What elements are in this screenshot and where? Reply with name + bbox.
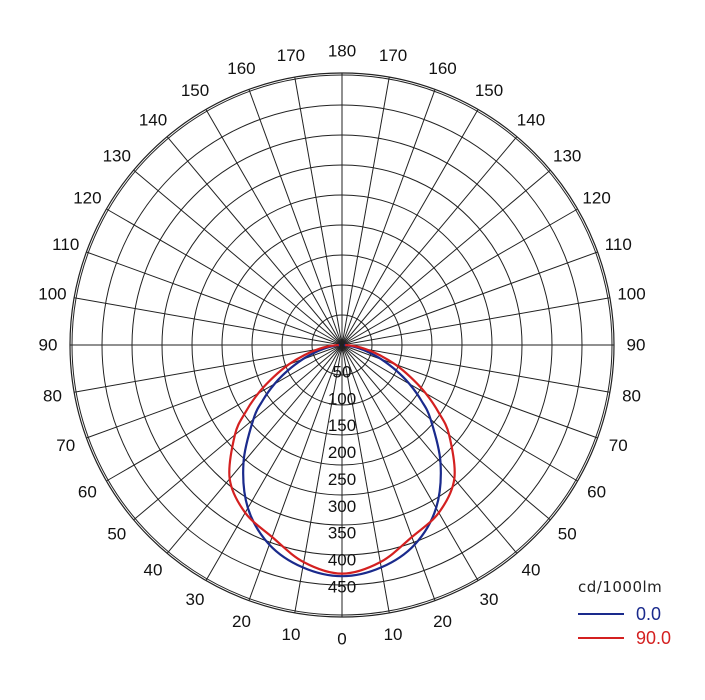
angle-tick-label: 110 <box>605 235 632 254</box>
angle-tick-label: 60 <box>78 483 97 502</box>
grid-spoke <box>341 344 610 393</box>
angle-tick-label: 150 <box>475 81 503 100</box>
angle-tick-label: 120 <box>582 189 610 208</box>
grid-spoke <box>106 344 343 482</box>
legend-label-90: 90.0 <box>636 627 672 648</box>
grid-spoke <box>294 77 343 346</box>
grid-spoke <box>341 297 610 346</box>
grid-spoke <box>341 344 479 581</box>
grid-spoke <box>74 344 343 393</box>
angle-tick-label: 10 <box>384 625 403 644</box>
angle-tick-label: 130 <box>103 147 131 166</box>
angle-tick-label: 150 <box>181 81 209 100</box>
angle-tick-label: 100 <box>38 284 66 303</box>
grid-spoke <box>86 251 343 346</box>
grid-spoke <box>341 344 436 601</box>
grid-spoke <box>341 208 578 346</box>
grid-spoke <box>248 344 343 601</box>
grid-spoke <box>341 136 518 346</box>
angle-tick-label: 40 <box>522 561 541 580</box>
legend-unit: cd/1000lm <box>578 578 663 596</box>
angle-tick-label: 70 <box>609 436 628 455</box>
grid-spoke <box>106 208 343 346</box>
legend: cd/1000lm 0.0 90.0 <box>578 578 698 650</box>
intensity-curves <box>228 343 456 578</box>
grid-spoke <box>205 344 343 581</box>
angle-labels: 1801701601501401301201101009080706050403… <box>38 42 645 649</box>
grid-spoke <box>341 169 551 346</box>
radial-tick-label: 100 <box>328 389 356 408</box>
series-curve-0.0 <box>242 343 442 578</box>
polar-grid <box>69 72 615 618</box>
grid-spoke <box>248 89 343 346</box>
grid-spoke <box>341 344 578 482</box>
radial-tick-label: 350 <box>328 524 356 543</box>
angle-tick-label: 110 <box>52 235 79 254</box>
angle-tick-label: 40 <box>144 561 163 580</box>
angle-tick-label: 10 <box>281 625 300 644</box>
grid-spoke <box>133 169 343 346</box>
angle-tick-label: 0 <box>337 630 346 649</box>
grid-spoke <box>341 344 518 554</box>
grid-spoke <box>166 136 343 346</box>
angle-tick-label: 100 <box>617 284 645 303</box>
angle-tick-label: 120 <box>73 189 101 208</box>
angle-tick-label: 160 <box>227 59 255 78</box>
angle-tick-label: 130 <box>553 147 581 166</box>
angle-tick-label: 90 <box>39 336 58 355</box>
grid-spoke <box>341 77 390 346</box>
angle-tick-label: 140 <box>139 110 167 129</box>
radial-tick-label: 400 <box>328 551 356 570</box>
angle-tick-label: 80 <box>43 387 62 406</box>
angle-tick-label: 170 <box>277 46 305 65</box>
angle-tick-label: 30 <box>480 590 499 609</box>
radial-tick-label: 250 <box>328 470 356 489</box>
angle-tick-label: 80 <box>622 387 641 406</box>
legend-item-0: 0.0 <box>578 602 698 626</box>
angle-tick-label: 140 <box>517 110 545 129</box>
radial-tick-label: 200 <box>328 443 356 462</box>
legend-swatch-90 <box>578 637 624 639</box>
radial-tick-label: 300 <box>328 497 356 516</box>
legend-swatch-0 <box>578 613 624 615</box>
grid-spoke <box>341 251 598 346</box>
grid-spoke <box>166 344 343 554</box>
radial-tick-labels: 50 100 150 200 250 300 350 400 450 <box>328 362 356 596</box>
angle-tick-label: 20 <box>433 612 452 631</box>
grid-spoke <box>133 344 343 521</box>
radial-tick-label: 450 <box>328 578 356 597</box>
grid-spoke <box>341 109 479 346</box>
angle-tick-label: 60 <box>587 483 606 502</box>
angle-tick-label: 160 <box>428 59 456 78</box>
angle-tick-label: 180 <box>328 42 356 61</box>
angle-tick-label: 90 <box>627 336 646 355</box>
angle-tick-label: 30 <box>186 590 205 609</box>
series-curve-90.0 <box>228 343 456 575</box>
angle-tick-label: 70 <box>56 436 75 455</box>
legend-item-90: 90.0 <box>578 626 698 650</box>
grid-spoke <box>341 89 436 346</box>
grid-spoke <box>341 344 551 521</box>
grid-spoke <box>205 109 343 346</box>
angle-tick-label: 170 <box>379 46 407 65</box>
grid-spoke <box>74 297 343 346</box>
angle-tick-label: 20 <box>232 612 251 631</box>
angle-tick-label: 50 <box>558 524 577 543</box>
angle-tick-label: 50 <box>107 524 126 543</box>
radial-tick-label: 150 <box>328 416 356 435</box>
radial-tick-label: 50 <box>333 362 352 381</box>
legend-label-0: 0.0 <box>636 603 662 624</box>
